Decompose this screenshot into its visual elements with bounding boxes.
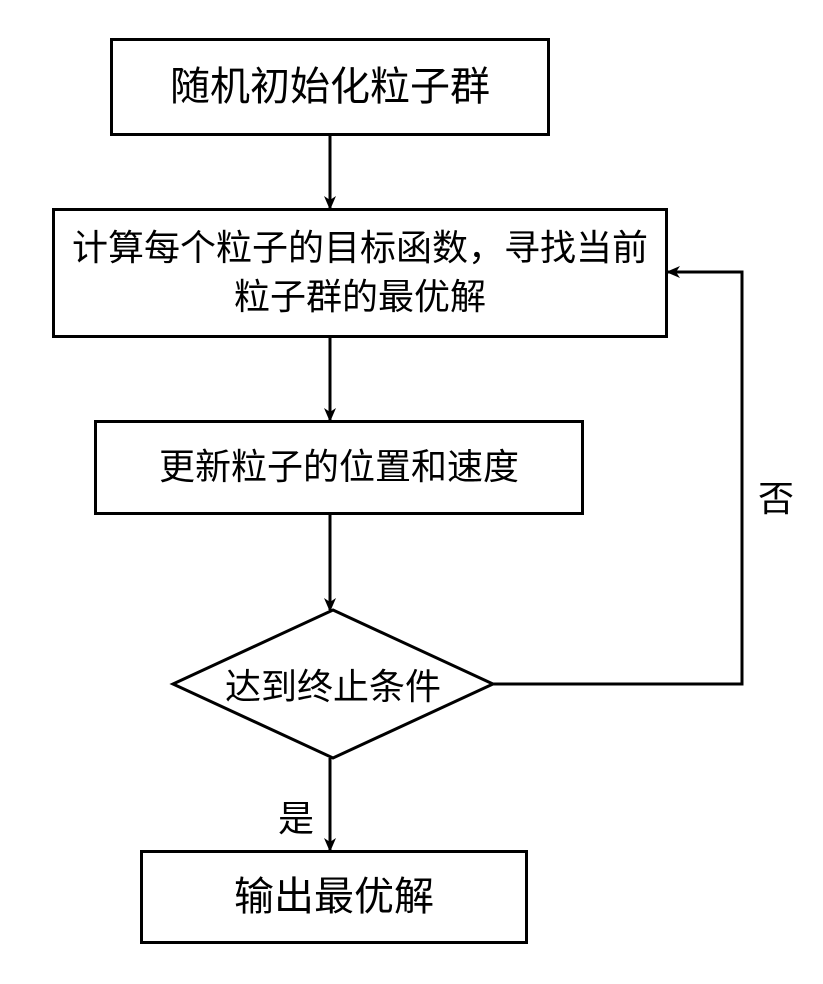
edge-label: 否 <box>758 470 794 522</box>
flowchart-canvas: 随机初始化粒子群计算每个粒子的目标函数，寻找当前粒子群的最优解更新粒子的位置和速… <box>0 0 823 984</box>
flowchart-edge-4 <box>0 0 823 984</box>
